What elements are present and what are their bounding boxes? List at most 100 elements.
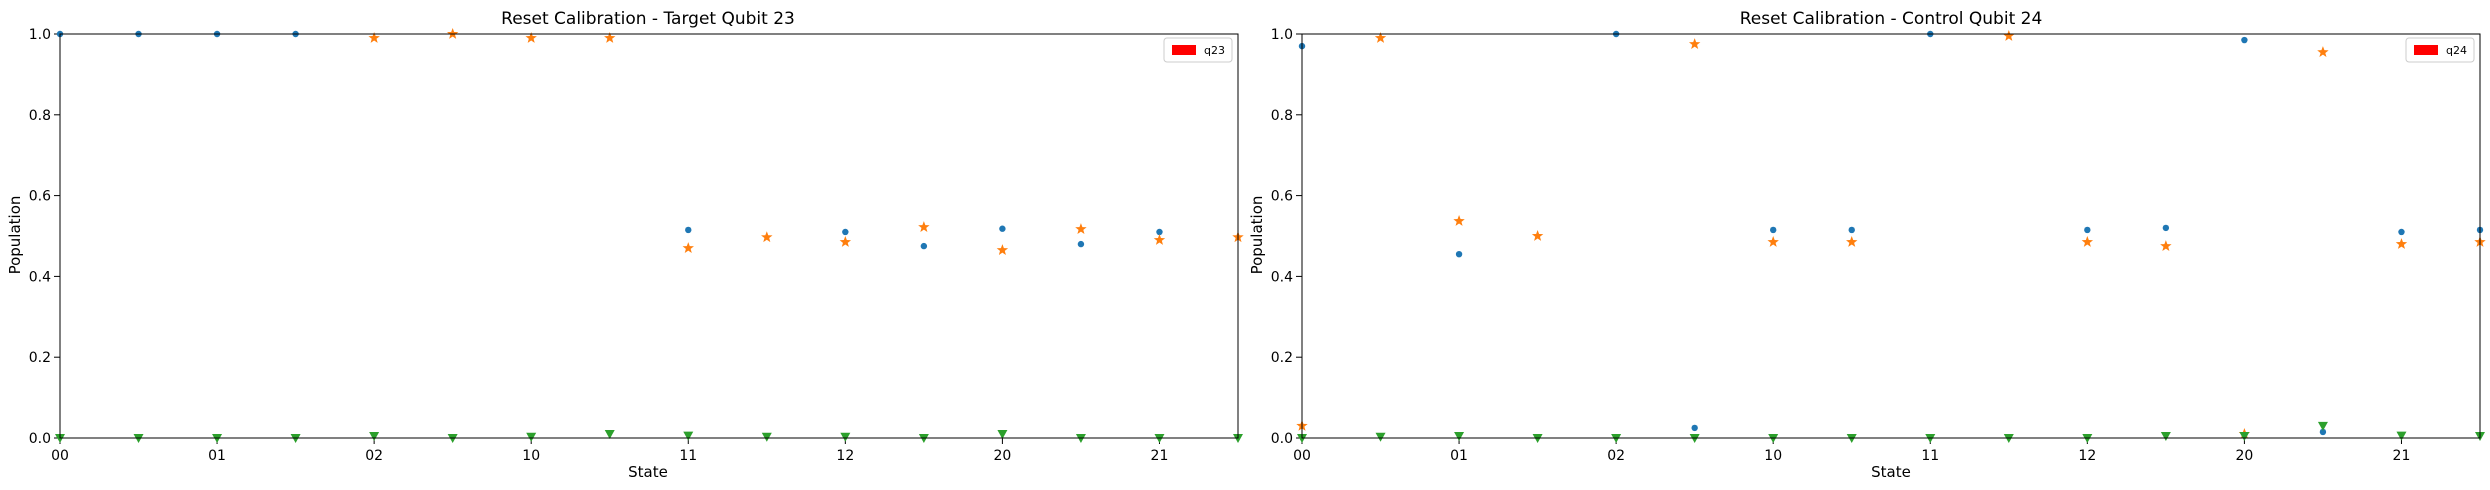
data-point-dot <box>1077 240 1085 248</box>
data-point-triangle <box>1375 432 1386 442</box>
data-marks <box>55 28 1244 443</box>
legend: q23 <box>1163 37 1233 63</box>
y-tick-label: 0.8 <box>1271 108 1293 124</box>
x-tick-label: 02 <box>365 448 383 464</box>
legend-box <box>1163 37 1233 63</box>
data-point-triangle <box>604 429 615 439</box>
data-point-triangle <box>997 429 1008 439</box>
data-point-dot <box>1455 250 1463 258</box>
chart-panel-target-qubit: Reset Calibration - Target Qubit 23 Stat… <box>6 9 1244 481</box>
x-tick-label: 11 <box>679 448 697 464</box>
data-point-dot <box>685 226 692 234</box>
y-axis-label: Population <box>1248 196 1266 275</box>
data-point-star <box>525 32 537 43</box>
data-point-star <box>1075 223 1087 234</box>
legend-box <box>2405 37 2475 63</box>
y-tick-label: 0.0 <box>1271 431 1293 447</box>
plot-frame <box>1301 33 2481 439</box>
y-tick-label: 0.6 <box>1271 189 1293 205</box>
data-point-triangle <box>526 432 537 442</box>
x-tick-label: 21 <box>1151 448 1169 464</box>
y-tick-label: 0.0 <box>29 431 51 447</box>
data-point-star <box>1846 236 1858 247</box>
x-tick-label: 02 <box>1607 448 1625 464</box>
chart-title: Reset Calibration - Control Qubit 24 <box>1740 9 2043 29</box>
data-point-star <box>996 244 1009 255</box>
y-tick-label: 0.8 <box>29 108 51 124</box>
data-point-star <box>1688 38 1701 49</box>
data-point-dot <box>1691 424 1698 432</box>
data-point-triangle <box>2396 431 2407 441</box>
legend-swatch <box>1172 45 1196 55</box>
x-tick-label: 01 <box>1450 448 1468 464</box>
x-tick-label: 11 <box>1921 448 1939 464</box>
tick-layer: 00 01 02 10 11 12 20 21 0.0 0.2 0.4 0.6 0.8 1.0 <box>1271 27 2411 464</box>
data-point-dot <box>842 228 849 236</box>
data-marks <box>1296 30 2486 443</box>
legend-label: q24 <box>2446 44 2467 57</box>
data-point-star <box>604 32 616 43</box>
x-axis-label: State <box>628 463 668 481</box>
data-point-star <box>2003 30 2015 41</box>
chart-panel-control-qubit: Reset Calibration - Control Qubit 24 Sta… <box>1248 9 2486 481</box>
data-point-dot <box>1848 226 1855 234</box>
data-point-star <box>2160 240 2172 251</box>
data-point-triangle <box>369 431 380 441</box>
data-point-star <box>2317 46 2329 58</box>
data-point-dot <box>1770 226 1777 234</box>
y-tick-label: 0.6 <box>29 189 51 205</box>
data-point-triangle <box>2317 421 2328 431</box>
x-tick-label: 12 <box>2078 448 2096 464</box>
x-tick-label: 21 <box>2393 448 2411 464</box>
data-point-star <box>918 221 930 232</box>
data-point-triangle <box>1454 431 1465 441</box>
y-axis-label: Population <box>6 196 24 275</box>
data-point-triangle <box>2239 431 2250 441</box>
x-tick-label: 20 <box>993 448 1011 464</box>
legend-label: q23 <box>1204 44 1225 57</box>
data-point-triangle <box>2160 431 2171 441</box>
data-point-dot <box>2084 226 2091 234</box>
y-tick-label: 0.2 <box>1271 350 1293 366</box>
legend: q24 <box>2405 37 2475 63</box>
data-point-star <box>1531 230 1544 241</box>
x-tick-label: 20 <box>2235 448 2253 464</box>
data-point-star <box>446 28 459 39</box>
data-point-star <box>761 231 773 243</box>
data-point-star <box>1453 215 1465 226</box>
x-tick-label: 10 <box>1764 448 1782 464</box>
data-point-star <box>2395 238 2408 249</box>
data-point-star <box>1767 236 1779 247</box>
y-tick-label: 0.4 <box>1271 269 1293 285</box>
chart-title: Reset Calibration - Target Qubit 23 <box>501 9 795 29</box>
data-point-triangle <box>761 432 772 442</box>
data-point-dot <box>1156 228 1163 236</box>
x-tick-label: 00 <box>1293 448 1311 464</box>
data-point-star <box>682 242 694 253</box>
data-point-star <box>1374 32 1387 43</box>
x-tick-label: 10 <box>522 448 540 464</box>
data-point-star <box>368 32 380 43</box>
y-tick-label: 1.0 <box>1271 27 1293 43</box>
data-point-dot <box>2319 428 2327 436</box>
plot-frame <box>59 33 1239 439</box>
x-tick-label: 01 <box>208 448 226 464</box>
y-tick-label: 1.0 <box>29 27 51 43</box>
x-tick-label: 00 <box>51 448 69 464</box>
y-tick-label: 0.2 <box>29 350 51 366</box>
tick-layer: 00 01 02 10 11 12 20 21 0.0 0.2 0.4 0.6 0.8 1.0 <box>29 27 1169 464</box>
y-tick-label: 0.4 <box>29 269 51 285</box>
data-point-dot <box>2241 36 2248 44</box>
x-tick-label: 12 <box>836 448 854 464</box>
data-point-star <box>839 236 852 247</box>
x-axis-label: State <box>1871 463 1911 481</box>
data-point-dot <box>2398 228 2405 236</box>
data-point-dot <box>920 242 928 250</box>
data-point-triangle <box>683 431 694 441</box>
data-point-star <box>2081 236 2094 247</box>
data-point-triangle <box>840 432 851 442</box>
legend-swatch <box>2414 45 2438 55</box>
data-point-dot <box>999 225 1006 232</box>
data-point-star <box>1153 234 1166 245</box>
